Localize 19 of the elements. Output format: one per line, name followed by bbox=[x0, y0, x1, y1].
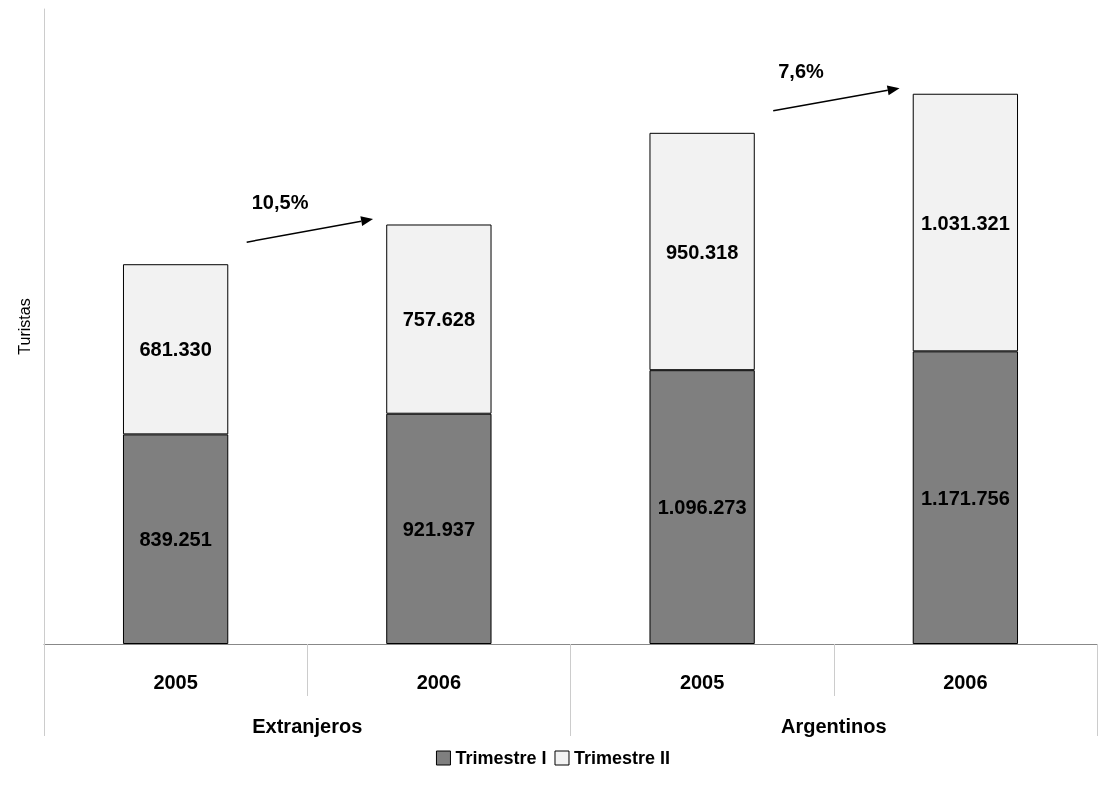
data-label: 921.937 bbox=[402, 517, 476, 540]
text: Argentinos bbox=[780, 715, 887, 737]
x-tick-label: 2005 bbox=[679, 671, 725, 693]
y-axis-title: Turistas bbox=[15, 298, 33, 355]
legend-label: Trimestre I bbox=[455, 748, 547, 768]
data-label: 757.628 bbox=[402, 308, 476, 331]
data-label: 1.171.756 bbox=[920, 486, 1010, 509]
x-tick-label: 2005 bbox=[153, 671, 198, 693]
annotation: 10,5% bbox=[251, 191, 309, 214]
text: 7,6% bbox=[778, 59, 825, 82]
text: Extranjeros bbox=[252, 715, 363, 737]
x-tick-label: 2006 bbox=[416, 671, 462, 693]
data-label: 839.251 bbox=[139, 528, 212, 551]
data-label: 1.096.273 bbox=[657, 496, 747, 519]
data-label: 950.318 bbox=[665, 240, 739, 263]
data-label: 1.031.321 bbox=[920, 211, 1010, 234]
data-label: 681.330 bbox=[139, 338, 212, 361]
x-tick-label: 2006 bbox=[943, 671, 988, 693]
legend-label: Trimestre II bbox=[574, 748, 671, 768]
